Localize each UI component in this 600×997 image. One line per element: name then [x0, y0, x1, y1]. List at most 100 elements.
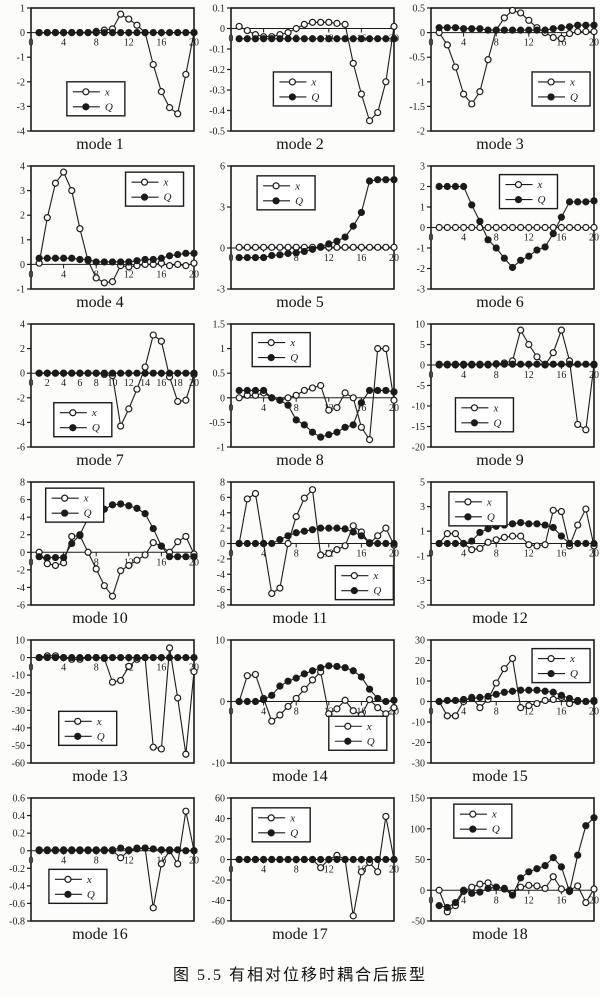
svg-text:4: 4 [261, 403, 266, 414]
svg-text:0: 0 [429, 707, 434, 718]
svg-text:x: x [91, 407, 97, 419]
series-x [35, 168, 198, 287]
chart-mode-14: 100-10048121620xQ [212, 636, 399, 770]
svg-text:4: 4 [261, 549, 266, 560]
svg-text:-50: -50 [12, 741, 25, 752]
svg-text:Q: Q [290, 827, 298, 839]
svg-text:0: 0 [229, 403, 234, 414]
figure-caption: 图 5.5 有相对位移时耦合后振型 [172, 966, 427, 984]
svg-text:-2: -2 [417, 264, 425, 275]
svg-text:-0.5: -0.5 [209, 418, 225, 429]
svg-text:Q: Q [84, 508, 92, 520]
svg-text:150: 150 [410, 794, 425, 805]
chart-legend: xQ [531, 71, 591, 107]
svg-text:-1.5: -1.5 [409, 102, 425, 113]
svg-text:0.2: 0.2 [13, 829, 26, 840]
series-q [235, 524, 398, 548]
svg-text:0: 0 [220, 24, 225, 35]
svg-text:-40: -40 [212, 896, 225, 907]
svg-text:3: 3 [20, 186, 25, 197]
svg-text:-40: -40 [12, 723, 25, 734]
svg-text:0: 0 [429, 233, 434, 244]
svg-text:3: 3 [420, 162, 425, 173]
svg-text:x: x [104, 86, 110, 98]
svg-text:20: 20 [589, 370, 599, 381]
svg-text:-1: -1 [217, 443, 225, 454]
svg-text:8: 8 [94, 38, 99, 49]
chart-mode-3: 0.5 0 -0.5 -1 -1.5 -2 0 4 8 12 16 20 xQ [409, 4, 599, 138]
chart-title: mode 3 [476, 136, 524, 153]
svg-text:16: 16 [556, 895, 566, 906]
chart-title: mode 18 [472, 926, 528, 943]
svg-text:x: x [96, 716, 102, 728]
svg-text:4: 4 [20, 513, 25, 524]
series-q [35, 653, 198, 662]
svg-text:8: 8 [20, 478, 25, 489]
svg-text:-0.2: -0.2 [209, 65, 225, 76]
svg-text:1: 1 [220, 344, 225, 355]
svg-text:-2: -2 [417, 127, 425, 138]
svg-text:8: 8 [494, 549, 499, 560]
svg-text:Q: Q [492, 824, 500, 836]
svg-text:-4: -4 [17, 127, 25, 138]
svg-text:4: 4 [461, 38, 466, 49]
svg-text:x: x [372, 570, 378, 582]
svg-text:-20: -20 [412, 443, 425, 454]
svg-text:100: 100 [410, 824, 425, 835]
svg-text:0.1: 0.1 [213, 4, 226, 15]
svg-text:x: x [536, 179, 542, 191]
chart-mode-9: 10 5 0 -5 -10 -15 -20 0 4 8 12 16 20 xQ [412, 320, 599, 454]
svg-text:16: 16 [556, 549, 566, 560]
chart-cell-mode-13: 100-10-20-30-40-50-60048121620xQmode 13 [0, 632, 200, 790]
svg-text:10: 10 [215, 636, 225, 647]
svg-text:Q: Q [295, 195, 303, 207]
svg-text:-8: -8 [217, 601, 225, 612]
chart-legend: xQ [66, 81, 126, 117]
chart-legend: xQ [498, 173, 559, 210]
chart-mode-1: 1 0 -1 -2 -3 -4 0 4 8 12 16 20 xQ [17, 4, 199, 138]
svg-text:16: 16 [556, 370, 566, 381]
chart-title: mode 6 [476, 294, 524, 311]
series-x [435, 6, 598, 108]
svg-text:12: 12 [524, 38, 534, 49]
svg-text:x: x [289, 337, 295, 349]
chart-legend: xQ [454, 397, 515, 433]
svg-text:20: 20 [389, 707, 399, 718]
svg-text:-10: -10 [412, 402, 425, 413]
svg-text:4: 4 [461, 549, 466, 560]
svg-text:8: 8 [94, 663, 99, 674]
svg-text:0: 0 [220, 697, 225, 708]
chart-cell-mode-14: 100-10048121620xQmode 14 [200, 632, 400, 790]
chart-mode-8: 1.510.50-0.5-1048121620xQ [209, 320, 399, 454]
svg-text:-0.1: -0.1 [209, 45, 225, 56]
svg-text:-10: -10 [412, 718, 425, 729]
svg-text:12: 12 [124, 38, 134, 49]
svg-text:Q: Q [493, 417, 501, 429]
svg-text:3: 3 [420, 502, 425, 513]
svg-text:16: 16 [156, 378, 166, 389]
series-q [235, 855, 398, 864]
series-q [35, 29, 198, 37]
svg-text:4: 4 [20, 162, 25, 173]
svg-text:14: 14 [140, 378, 150, 389]
svg-text:12: 12 [524, 233, 534, 244]
svg-text:-60: -60 [12, 759, 25, 770]
svg-text:0: 0 [229, 707, 234, 718]
svg-text:-15: -15 [412, 422, 425, 433]
svg-text:-2: -2 [17, 77, 25, 88]
svg-text:0: 0 [20, 846, 25, 857]
svg-text:0: 0 [20, 260, 25, 271]
svg-text:-5: -5 [417, 601, 425, 612]
